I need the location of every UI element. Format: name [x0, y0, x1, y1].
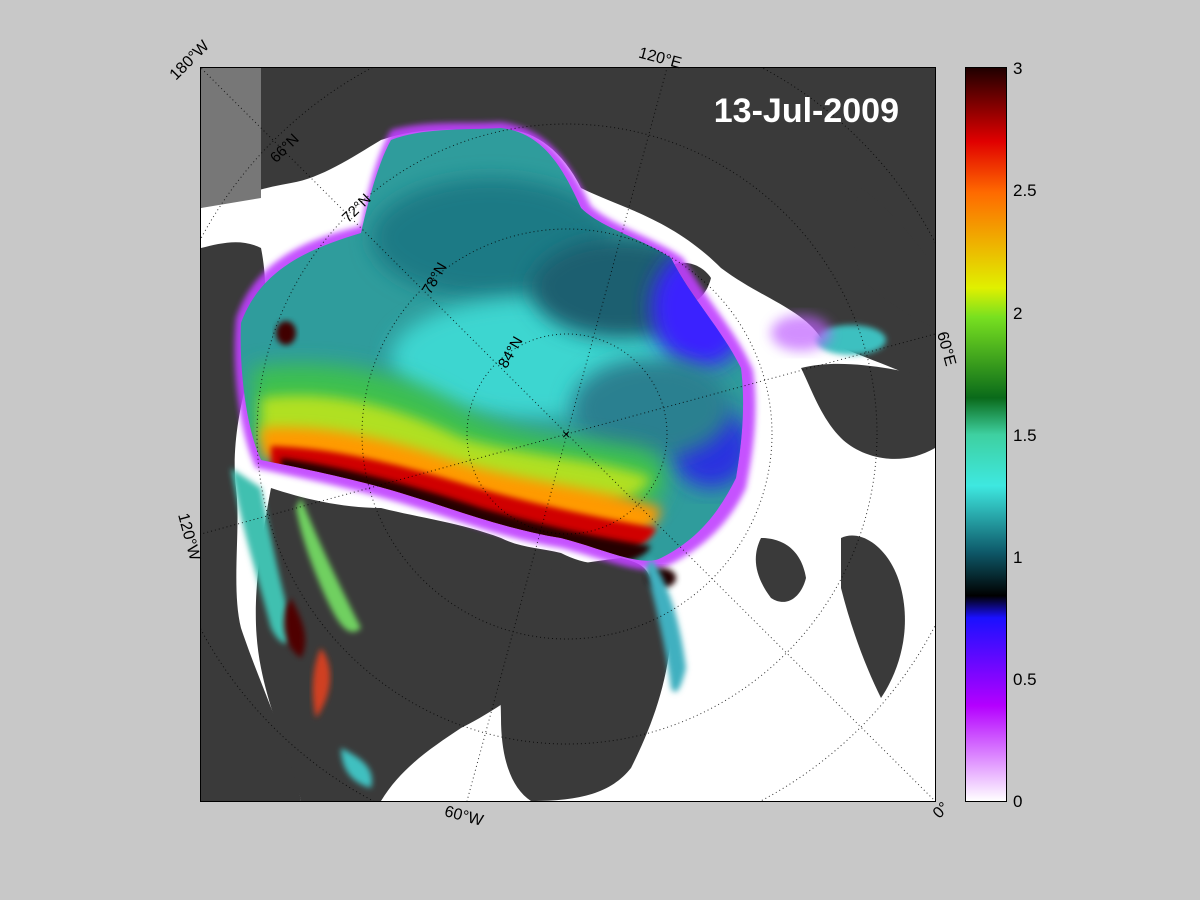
date-label: 13-Jul-2009 [713, 92, 899, 130]
colorbar-tick-1.5: 1.5 [1013, 426, 1037, 445]
colorbar-tick-0: 0 [1013, 792, 1023, 811]
polar-map: × 13-Jul-2009 [200, 67, 936, 802]
lon-label-120w: 120°W [174, 511, 204, 563]
lon-label-0: 0° [929, 799, 953, 823]
colorbar-tick-2: 2 [1013, 304, 1023, 323]
grey-region [201, 68, 261, 208]
colorbar-tick-3: 3 [1013, 59, 1023, 78]
graticule [201, 68, 935, 801]
map-canvas: × [201, 68, 935, 801]
pole-marker: × [562, 426, 570, 442]
lon-label-60e: 60°E [933, 329, 959, 368]
colorbar [965, 67, 1007, 802]
colorbar-tick-2.5: 2.5 [1013, 181, 1037, 200]
colorbar-tick-0.5: 0.5 [1013, 670, 1037, 689]
lon-label-60w: 60°W [442, 803, 485, 830]
colorbar-tick-1: 1 [1013, 548, 1023, 567]
land [201, 68, 935, 801]
colorbar-gradient [966, 68, 1006, 801]
